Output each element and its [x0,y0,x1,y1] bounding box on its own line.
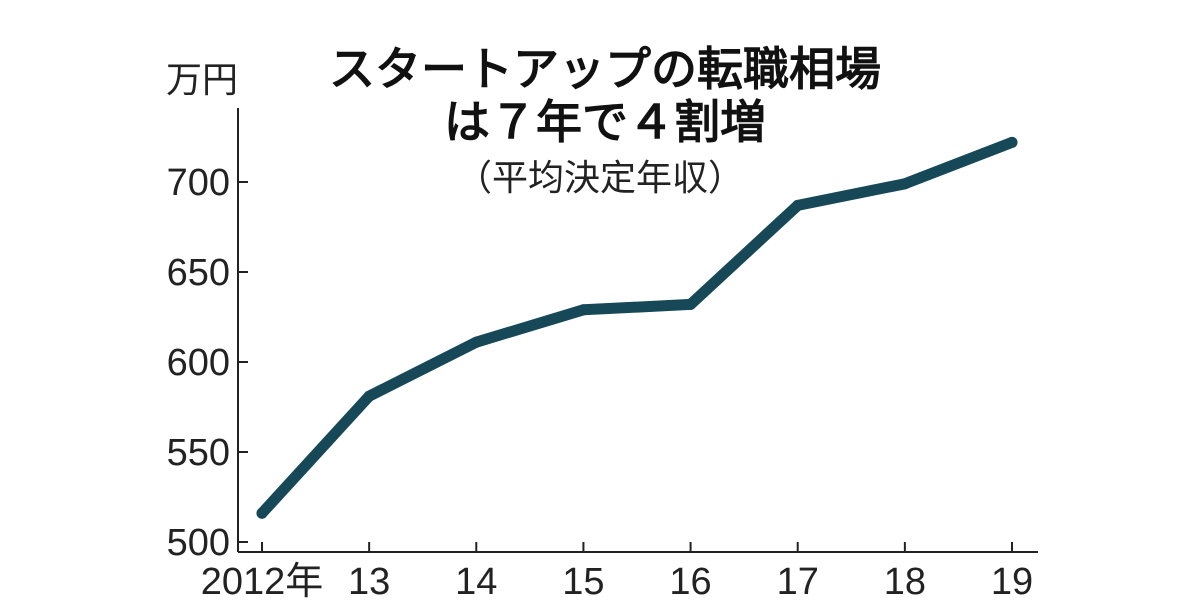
y-tick-label: 650 [167,252,230,294]
y-tick-label: 550 [167,432,230,474]
data-point [1006,136,1018,148]
x-tick-label: 18 [884,561,926,600]
x-tick-label: 13 [348,561,390,600]
data-point [899,178,911,190]
y-tick-label: 600 [167,342,230,384]
x-tick-label: 17 [777,561,819,600]
x-tick-label: 19 [991,561,1033,600]
data-point [685,298,697,310]
x-tick-label: 16 [669,561,711,600]
chart-title-line2: は７年で４割増 [444,95,766,149]
y-axis-unit-label: 万円 [166,60,238,101]
y-tick-label: 700 [167,162,230,204]
chart-subtitle: （平均決定年収） [456,158,744,199]
x-tick-label: 14 [455,561,497,600]
x-tick-label: 15 [562,561,604,600]
data-point [256,507,268,519]
series-average-salary [256,136,1018,519]
x-tick-label: 2012年 [201,561,324,600]
series-line [256,136,1018,519]
data-point [363,390,375,402]
y-axis-ticks: 500 550 600 650 700 [167,162,248,564]
data-point [577,304,589,316]
y-tick-label: 500 [167,522,230,564]
chart-title-line1: スタートアップの転職相場 [329,42,881,96]
data-point [470,336,482,348]
data-point [792,199,804,211]
x-axis-ticks: 2012年 13 14 15 16 17 18 19 [201,542,1033,600]
